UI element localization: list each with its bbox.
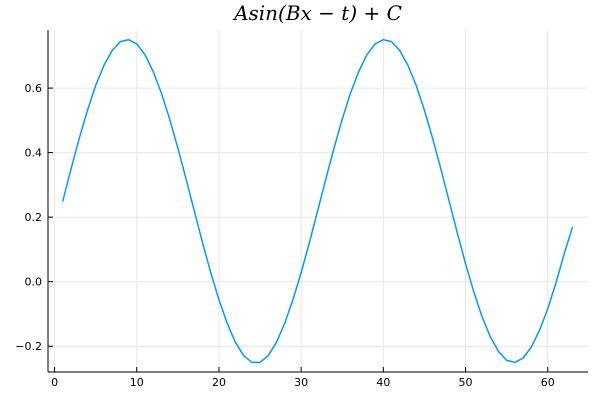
y-tick-label: 0.0: [25, 276, 43, 289]
x-tick-label: 0: [51, 376, 58, 389]
x-tick-label: 40: [376, 376, 390, 389]
tick-layer: 0 10 20 30 40 50 60 −0.2 0.0 0.2 0.4 0.6: [15, 82, 554, 389]
x-tick-label: 30: [294, 376, 308, 389]
axis-layer: [47, 30, 588, 373]
series-line: [62, 38, 574, 364]
y-tick-label: 0.2: [25, 211, 43, 224]
grid-layer: [48, 30, 588, 372]
y-tick-label: −0.2: [15, 340, 42, 353]
y-tick-label: 0.4: [25, 147, 43, 160]
x-tick-label: 10: [130, 376, 144, 389]
y-tick-label: 0.6: [25, 82, 43, 95]
series-layer: [62, 38, 574, 364]
x-tick-label: 50: [459, 376, 473, 389]
chart-title: Asin(Bx − t) + C: [232, 1, 402, 25]
x-tick-label: 60: [541, 376, 555, 389]
x-tick-label: 20: [212, 376, 226, 389]
